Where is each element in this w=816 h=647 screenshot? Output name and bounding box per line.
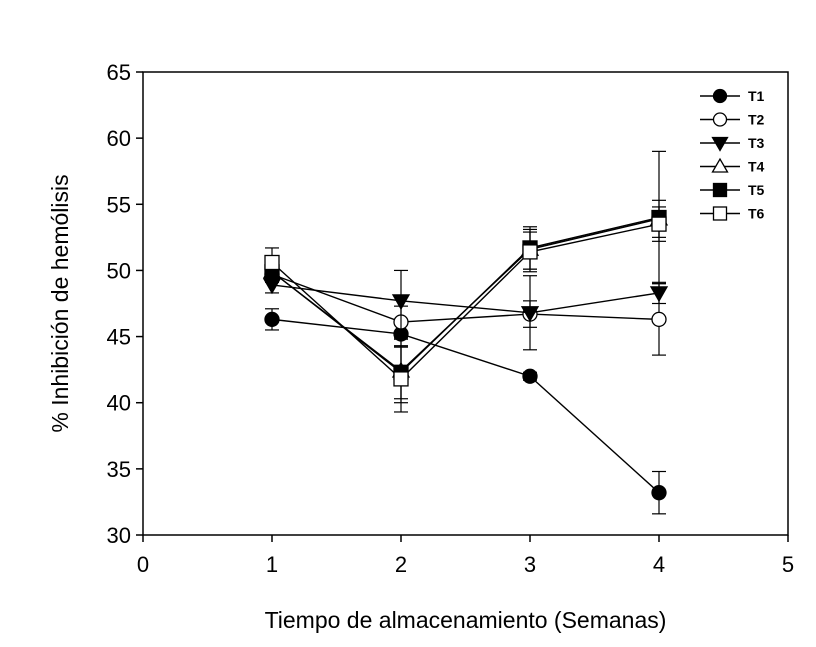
legend-marker [711, 136, 729, 152]
y-tick-label-50: 50 [107, 258, 131, 283]
legend-item-T6: T6 [700, 206, 765, 222]
y-tick-label-30: 30 [107, 523, 131, 548]
y-axis-title: % Inhibición de hemólisis [47, 174, 73, 432]
y-tick-label-55: 55 [107, 192, 131, 217]
series-T6 [264, 206, 667, 413]
point-T1-1 [264, 311, 280, 328]
legend-marker [711, 157, 729, 173]
point-T3-2 [391, 294, 411, 311]
point-T2-4 [651, 311, 667, 328]
legend-item-T4: T4 [700, 157, 765, 175]
legend-marker [712, 112, 728, 127]
y-tick-label-35: 35 [107, 457, 131, 482]
point-T6-4 [651, 216, 667, 232]
x-tick-label-1: 1 [266, 552, 278, 577]
y-tick-label-60: 60 [107, 126, 131, 151]
series-T5 [264, 150, 667, 400]
series-line-T5 [271, 216, 660, 374]
point-T1-3 [522, 368, 538, 384]
series-line-T6 [271, 223, 660, 380]
series-line-T2 [271, 273, 660, 323]
series-line-T1 [271, 318, 660, 494]
y-tick-label-45: 45 [107, 325, 131, 350]
legend-label-T2: T2 [748, 112, 765, 128]
legend-item-T1: T1 [700, 88, 765, 104]
y-tick-label-40: 40 [107, 391, 131, 416]
series-T1 [264, 308, 667, 515]
point-T6-2 [393, 371, 409, 387]
legend-item-T5: T5 [700, 182, 765, 198]
legend-label-T5: T5 [748, 182, 765, 198]
series-layer [262, 150, 669, 515]
point-T1-4 [651, 485, 667, 501]
legend-marker [712, 88, 728, 104]
point-T6-1 [264, 254, 280, 271]
legend: T1 T2 T3 T4 T5 T6 [700, 88, 765, 222]
x-tick-label-2: 2 [395, 552, 407, 577]
legend-item-T2: T2 [700, 112, 765, 128]
x-axis-title: Tiempo de almacenamiento (Semanas) [265, 607, 667, 633]
x-tick-label-5: 5 [782, 552, 794, 577]
point-T3-3 [520, 306, 540, 323]
x-tick-label-4: 4 [653, 552, 665, 577]
point-T6-3 [522, 244, 538, 260]
legend-label-T1: T1 [748, 88, 765, 104]
x-tick-label-0: 0 [137, 552, 149, 577]
series-T3 [262, 269, 669, 351]
legend-marker [712, 206, 728, 221]
point-T3-4 [649, 286, 669, 303]
legend-label-T4: T4 [748, 159, 765, 175]
legend-label-T6: T6 [748, 206, 765, 222]
legend-label-T3: T3 [748, 135, 765, 151]
y-tick-label-65: 65 [107, 60, 131, 85]
x-tick-label-3: 3 [524, 552, 536, 577]
series-line-T4 [271, 218, 660, 372]
series-line-T3 [271, 284, 660, 314]
legend-marker [712, 182, 728, 198]
legend-item-T3: T3 [700, 135, 765, 152]
plot-frame [142, 71, 789, 536]
